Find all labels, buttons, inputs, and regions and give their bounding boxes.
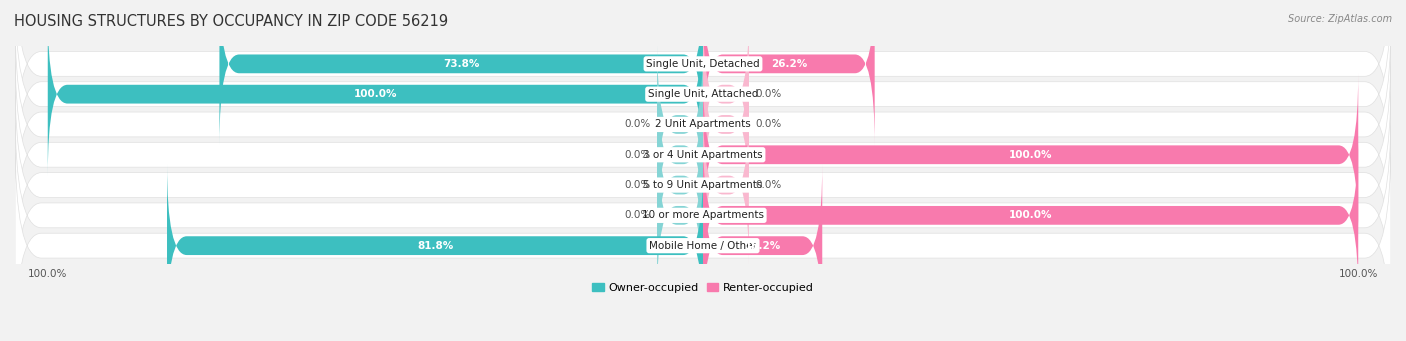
FancyBboxPatch shape (219, 0, 703, 145)
Legend: Owner-occupied, Renter-occupied: Owner-occupied, Renter-occupied (588, 279, 818, 298)
FancyBboxPatch shape (703, 43, 749, 206)
FancyBboxPatch shape (48, 13, 703, 176)
FancyBboxPatch shape (703, 0, 875, 145)
FancyBboxPatch shape (657, 73, 703, 236)
FancyBboxPatch shape (15, 137, 1391, 341)
Text: 5 to 9 Unit Apartments: 5 to 9 Unit Apartments (644, 180, 762, 190)
Text: 3 or 4 Unit Apartments: 3 or 4 Unit Apartments (643, 150, 763, 160)
Text: 2 Unit Apartments: 2 Unit Apartments (655, 119, 751, 130)
FancyBboxPatch shape (657, 43, 703, 206)
FancyBboxPatch shape (15, 76, 1391, 294)
Text: 81.8%: 81.8% (418, 241, 453, 251)
Text: 0.0%: 0.0% (755, 89, 782, 99)
Text: 0.0%: 0.0% (624, 210, 651, 220)
Text: Mobile Home / Other: Mobile Home / Other (650, 241, 756, 251)
Text: Source: ZipAtlas.com: Source: ZipAtlas.com (1288, 14, 1392, 24)
Text: 100.0%: 100.0% (354, 89, 396, 99)
FancyBboxPatch shape (15, 16, 1391, 233)
Text: Single Unit, Attached: Single Unit, Attached (648, 89, 758, 99)
Text: 0.0%: 0.0% (755, 119, 782, 130)
Text: 100.0%: 100.0% (1010, 150, 1052, 160)
FancyBboxPatch shape (167, 164, 703, 327)
Text: Single Unit, Detached: Single Unit, Detached (647, 59, 759, 69)
FancyBboxPatch shape (657, 134, 703, 297)
FancyBboxPatch shape (15, 46, 1391, 264)
Text: 0.0%: 0.0% (755, 180, 782, 190)
Text: 26.2%: 26.2% (770, 59, 807, 69)
Text: 73.8%: 73.8% (443, 59, 479, 69)
Text: 100.0%: 100.0% (1010, 210, 1052, 220)
FancyBboxPatch shape (703, 134, 1358, 297)
Text: 18.2%: 18.2% (745, 241, 780, 251)
Text: 0.0%: 0.0% (624, 119, 651, 130)
FancyBboxPatch shape (15, 107, 1391, 324)
Text: 10 or more Apartments: 10 or more Apartments (643, 210, 763, 220)
FancyBboxPatch shape (703, 164, 823, 327)
FancyBboxPatch shape (703, 73, 1358, 236)
Text: 0.0%: 0.0% (624, 180, 651, 190)
FancyBboxPatch shape (657, 104, 703, 267)
FancyBboxPatch shape (703, 104, 749, 267)
FancyBboxPatch shape (703, 13, 749, 176)
FancyBboxPatch shape (15, 0, 1391, 203)
Text: HOUSING STRUCTURES BY OCCUPANCY IN ZIP CODE 56219: HOUSING STRUCTURES BY OCCUPANCY IN ZIP C… (14, 14, 449, 29)
FancyBboxPatch shape (15, 0, 1391, 173)
Text: 0.0%: 0.0% (624, 150, 651, 160)
